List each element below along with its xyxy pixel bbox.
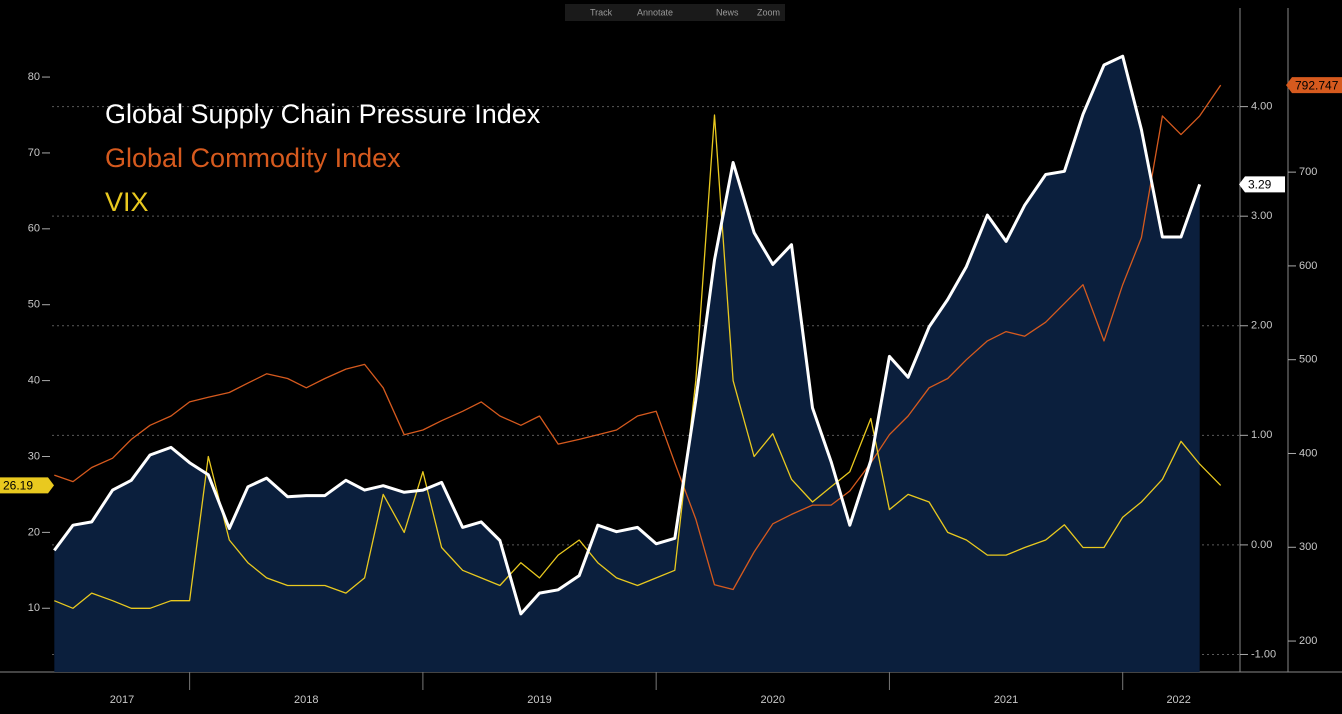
y3-tick-label: 500: [1299, 354, 1317, 366]
value-tag: [0, 477, 54, 494]
series-area: [54, 56, 1200, 672]
y3-tick-label: 400: [1299, 447, 1317, 459]
y3-tick-label: 700: [1299, 166, 1317, 178]
toolbar-zoom[interactable]: Zoom: [757, 7, 780, 17]
toolbar-news[interactable]: News: [716, 7, 739, 17]
value-tag: [1239, 176, 1285, 193]
y-tick-label: 40: [28, 375, 40, 387]
x-tick-label: 2020: [761, 694, 785, 706]
value-tag-label: 792.747: [1295, 78, 1339, 92]
legend-entry: Global Commodity Index: [105, 143, 401, 173]
series-line: [54, 84, 1222, 591]
y2-tick-label: 2.00: [1251, 320, 1272, 332]
y3-tick-label: 300: [1299, 541, 1317, 553]
toolbar-track[interactable]: Track: [590, 7, 613, 17]
toolbar-annotate[interactable]: Annotate: [637, 7, 673, 17]
y-tick-label: 80: [28, 71, 40, 83]
value-tag-label: 26.19: [3, 479, 33, 493]
y2-tick-label: 0.00: [1251, 539, 1272, 551]
y3-tick-label: 600: [1299, 260, 1317, 272]
toolbar: Track Annotate News Zoom: [565, 4, 785, 21]
toolbar-bg: [565, 4, 785, 21]
x-tick-label: 2017: [110, 694, 134, 706]
y-tick-label: 50: [28, 299, 40, 311]
y-tick-label: 60: [28, 223, 40, 235]
value-tag: [1286, 77, 1342, 94]
y-tick-label: 30: [28, 450, 40, 462]
series-line: [53, 54, 1202, 616]
series-line: [54, 114, 1222, 609]
x-tick-label: 2021: [994, 694, 1018, 706]
x-tick-label: 2022: [1166, 694, 1190, 706]
y-tick-label: 70: [28, 147, 40, 159]
y-tick-label: 10: [28, 602, 40, 614]
y2-tick-label: 1.00: [1251, 429, 1272, 441]
legend-entry: VIX: [105, 187, 149, 217]
y2-tick-label: 4.00: [1251, 101, 1272, 113]
y2-tick-label: -1.00: [1251, 648, 1276, 660]
value-tag-label: 3.29: [1248, 178, 1272, 192]
y2-tick-label: 3.00: [1251, 210, 1272, 222]
y-tick-label: 20: [28, 526, 40, 538]
y3-tick-label: 200: [1299, 635, 1317, 647]
x-tick-label: 2019: [527, 694, 551, 706]
x-tick-label: 2018: [294, 694, 318, 706]
legend-entry: Global Supply Chain Pressure Index: [105, 99, 541, 129]
